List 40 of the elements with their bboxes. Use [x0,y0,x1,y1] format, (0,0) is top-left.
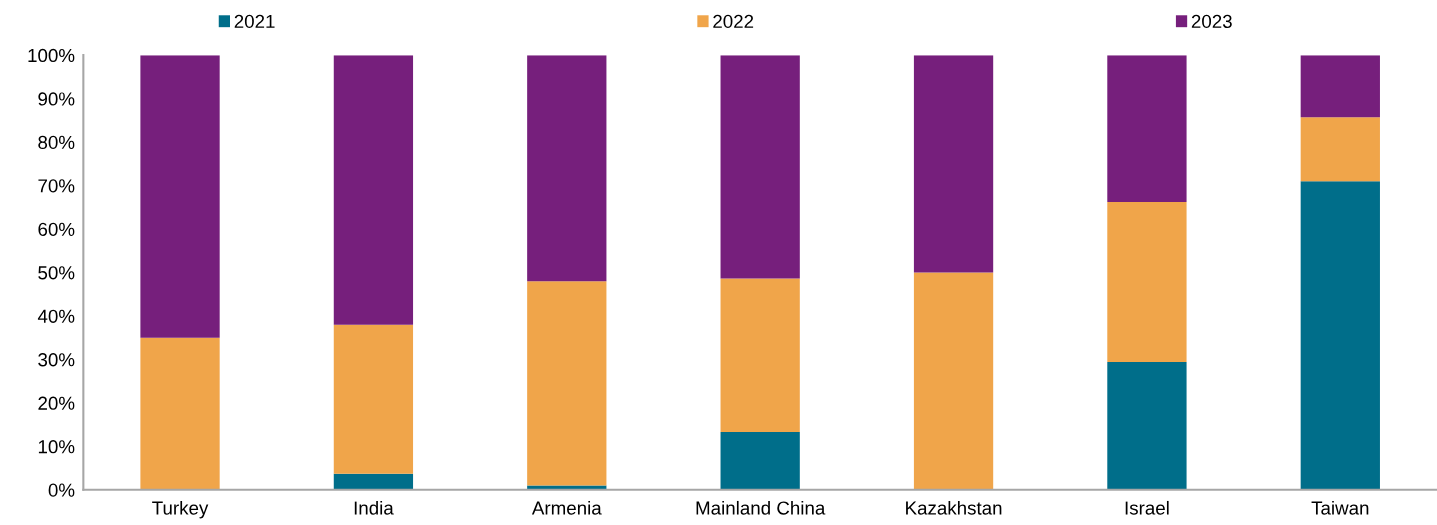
bar [333,473,414,490]
legend-label: 2021 [234,14,275,29]
bar [140,337,220,490]
legend-label: 2023 [1191,14,1232,29]
bar [527,485,607,490]
y-tick-label: 80% [38,135,75,150]
x-tick-label: Israel [1125,500,1169,515]
bar [1300,181,1380,490]
bar [527,281,607,486]
x-tick-label: Kazakhstan [906,500,1002,515]
x-tick-label: Mainland China [696,500,826,515]
y-tick-label: 100% [28,48,75,63]
y-tick-label: 40% [37,309,75,323]
bar [1300,55,1380,118]
y-tick-label: 50% [38,266,75,280]
y-tick-label: 30% [38,353,75,367]
bar [1107,362,1187,490]
y-tick-label: 10% [38,440,75,454]
bar [720,278,800,433]
bar [913,272,994,490]
x-tick-label: Armenia [531,500,602,515]
y-tick-label: 0% [48,483,75,497]
y-tick-label: 70% [38,179,75,193]
legend-label: 2022 [713,14,754,29]
y-tick-label: 60% [38,222,75,236]
bar [140,55,220,338]
bar [527,55,607,282]
bar [1107,55,1187,203]
x-tick-label: Turkey [152,500,209,519]
bar [1107,202,1187,363]
bar [720,432,800,490]
bar [913,55,994,273]
bar [333,55,414,325]
bar [720,55,800,279]
y-tick-label: 20% [38,396,75,410]
bar [333,324,414,474]
y-tick-label: 90% [38,92,75,106]
x-tick-label: Taiwan [1311,500,1369,515]
x-tick-label: India [354,500,394,515]
bar [1300,117,1380,182]
